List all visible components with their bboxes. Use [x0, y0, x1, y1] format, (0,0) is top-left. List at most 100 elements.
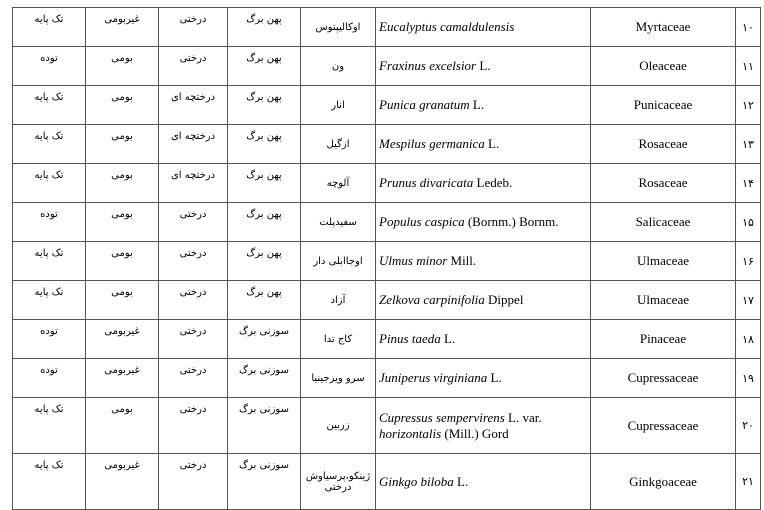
persian-name-cell: زربین [300, 397, 376, 454]
scientific-name-italic: Zelkova carpinifolia [379, 292, 485, 307]
table-row: تک پایه بومی درختی سوزنی برگ زربین Cupressus … [12, 397, 761, 454]
scientific-name-cell: Ginkgo biloba L. [375, 453, 591, 510]
leaf-type-cell: سوزنی برگ [227, 453, 301, 510]
form-cell: درختی [158, 319, 228, 359]
habit-cell: تک پایه [12, 397, 86, 454]
scientific-name-italic-2: horizontalis [379, 425, 442, 441]
form-cell: درختی [158, 358, 228, 398]
leaf-type-cell: پهن برگ [227, 7, 301, 47]
habit-cell: توده [12, 319, 86, 359]
persian-name-cell: کاج تدا [300, 319, 376, 359]
row-number-cell: ۱۵ [735, 202, 761, 242]
scientific-name-cell: Prunus divaricata Ledeb. [375, 163, 591, 203]
origin-cell: غیربومی [85, 453, 159, 510]
habit-cell: توده [12, 358, 86, 398]
persian-name-cell: اوجاابلی دار [300, 241, 376, 281]
habit-cell: تک پایه [12, 7, 86, 47]
table-row: تک پایه غیربومی درختی سوزنی برگ ژینکو،پرسیاو… [12, 453, 761, 510]
scientific-name-cell: Zelkova carpinifolia Dippel [375, 280, 591, 320]
row-number-cell: ۱۶ [735, 241, 761, 281]
form-cell: درختی [158, 7, 228, 47]
origin-cell: غیربومی [85, 7, 159, 47]
scientific-name-author: Mill. [447, 253, 477, 268]
row-number-cell: ۱۹ [735, 358, 761, 398]
persian-name-cell: ژینکو،پرسیاوش درختی [300, 453, 376, 510]
leaf-type-cell: پهن برگ [227, 163, 301, 203]
persian-name-cell: انار [300, 85, 376, 125]
scientific-name-author: Ledeb. [473, 175, 513, 190]
scientific-name-italic: Pinus taeda [379, 331, 441, 346]
form-cell: درختچه ای [158, 85, 228, 125]
habit-cell: توده [12, 46, 86, 86]
scientific-name-author: Dippel [484, 292, 524, 307]
habit-cell: تک پایه [12, 163, 86, 203]
scientific-name-italic: Punica granatum [379, 97, 470, 112]
scientific-name-cell: Ulmus minor Mill. [375, 241, 591, 281]
origin-cell: بومی [85, 280, 159, 320]
scientific-name-italic: Fraxinus excelsior [379, 58, 477, 73]
family-cell: Rosaceae [590, 124, 736, 164]
form-cell: درختچه ای [158, 163, 228, 203]
origin-cell: غیربومی [85, 319, 159, 359]
scientific-name-cell: Fraxinus excelsior L. [375, 46, 591, 86]
table-row: تک پایه بومی درختی پهن برگ اوجاابلی دار Ulmus… [12, 241, 761, 281]
form-cell: درختی [158, 453, 228, 510]
scientific-name-italic: Cupressus sempervirens [379, 409, 505, 425]
origin-cell: بومی [85, 202, 159, 242]
scientific-name-cell: Pinus taeda L. [375, 319, 591, 359]
form-cell: درختی [158, 397, 228, 454]
scientific-name-italic: Juniperus virginiana [379, 370, 488, 385]
scientific-name-cell: Juniperus virginiana L. [375, 358, 591, 398]
row-number-cell: ۱۱ [735, 46, 761, 86]
habit-cell: تک پایه [12, 124, 86, 164]
origin-cell: بومی [85, 46, 159, 86]
row-number-cell: ۲۱ [735, 453, 761, 510]
origin-cell: بومی [85, 397, 159, 454]
habit-cell: توده [12, 202, 86, 242]
form-cell: درختی [158, 241, 228, 281]
origin-cell: بومی [85, 85, 159, 125]
scientific-name-author: L. [484, 136, 500, 151]
origin-cell: بومی [85, 124, 159, 164]
table-row: تک پایه بومی درختچه ای پهن برگ انار Punica gr… [12, 85, 761, 125]
table-row: توده بومی درختی پهن برگ سفیدپلت Populus caspi… [12, 202, 761, 242]
habit-cell: تک پایه [12, 85, 86, 125]
table-row: تک پایه بومی درختچه ای پهن برگ ازگیل Mespilus… [12, 124, 761, 164]
table-row: تک پایه بومی درختی پهن برگ آزاد Zelkova carpi… [12, 280, 761, 320]
scientific-name-cell: Populus caspica (Bornm.) Bornm. [375, 202, 591, 242]
form-cell: درختی [158, 202, 228, 242]
family-cell: Ginkgoaceae [590, 453, 736, 510]
origin-cell: بومی [85, 241, 159, 281]
family-cell: Ulmaceae [590, 241, 736, 281]
leaf-type-cell: سوزنی برگ [227, 397, 301, 454]
family-cell: Cupressaceae [590, 358, 736, 398]
origin-cell: غیربومی [85, 358, 159, 398]
species-table: تک پایه غیربومی درختی پهن برگ اوکالیپتوس Euca… [12, 7, 761, 510]
family-cell: Rosaceae [590, 163, 736, 203]
row-number-cell: ۲۰ [735, 397, 761, 454]
table-row: تک پایه غیربومی درختی پهن برگ اوکالیپتوس Euca… [12, 7, 761, 47]
leaf-type-cell: پهن برگ [227, 46, 301, 86]
row-number-cell: ۱۲ [735, 85, 761, 125]
persian-name-cell: سرو ویرجینیا [300, 358, 376, 398]
scientific-name-cell: Mespilus germanica L. [375, 124, 591, 164]
leaf-type-cell: سوزنی برگ [227, 319, 301, 359]
scientific-name-italic: Populus caspica [379, 214, 465, 229]
persian-name-cell: ازگیل [300, 124, 376, 164]
row-number-cell: ۱۰ [735, 7, 761, 47]
persian-name-cell: اوکالیپتوس [300, 7, 376, 47]
leaf-type-cell: پهن برگ [227, 124, 301, 164]
table-row: توده بومی درختی پهن برگ ون Fraxinus excelsior… [12, 46, 761, 86]
row-number-cell: ۱۸ [735, 319, 761, 359]
table-row: توده غیربومی درختی سوزنی برگ کاج تدا Pinus ta… [12, 319, 761, 359]
family-cell: Cupressaceae [590, 397, 736, 454]
persian-name-cell: ون [300, 46, 376, 86]
scientific-name-author-2: (Mill.) Gord [441, 425, 509, 441]
form-cell: درختی [158, 280, 228, 320]
scientific-name-italic: Prunus divaricata [379, 175, 474, 190]
scientific-name-author: L. [440, 331, 456, 346]
scientific-name-italic: Mespilus germanica [379, 136, 485, 151]
table-row: توده غیربومی درختی سوزنی برگ سرو ویرجینیا Jun… [12, 358, 761, 398]
family-cell: Punicaceae [590, 85, 736, 125]
family-cell: Pinaceae [590, 319, 736, 359]
